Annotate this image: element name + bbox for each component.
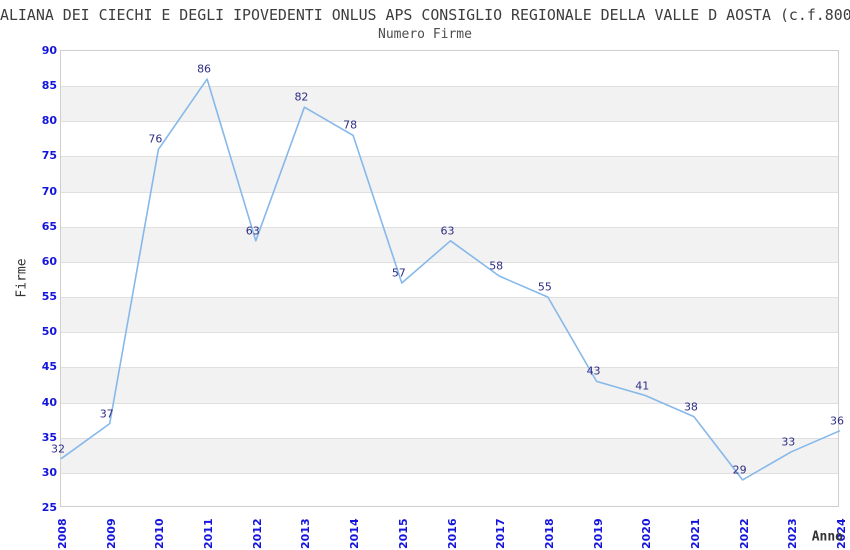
- plot-band: [61, 437, 838, 473]
- data-point-label: 58: [489, 259, 504, 273]
- y-tick-label: 90: [41, 44, 57, 57]
- y-gridline: [61, 402, 838, 404]
- y-tick-label: 25: [41, 501, 57, 514]
- x-tick-label: 2009: [104, 518, 118, 549]
- data-point-label: 78: [343, 118, 358, 132]
- y-gridline: [61, 437, 838, 439]
- x-tick-label: 2015: [396, 518, 410, 549]
- series-line: [60, 78, 841, 481]
- y-gridline: [61, 156, 838, 158]
- x-tick-label: 2017: [494, 518, 508, 549]
- data-point-label: 63: [245, 224, 260, 238]
- plot-band: [61, 367, 838, 403]
- data-point-label: 63: [440, 224, 455, 238]
- data-point-label: 36: [830, 414, 844, 428]
- y-gridline: [61, 191, 838, 193]
- x-tick-label: 2022: [737, 518, 751, 549]
- y-tick-label: 70: [41, 184, 57, 198]
- x-tick-label: 2012: [250, 518, 264, 549]
- y-tick-label: 50: [41, 325, 57, 339]
- y-tick-label: 55: [41, 290, 57, 304]
- y-tick-label: 65: [41, 219, 57, 233]
- y-tick-label: 80: [41, 114, 57, 128]
- x-tick-label: 2023: [786, 518, 800, 549]
- x-tick-label: 2018: [542, 518, 556, 549]
- x-tick-label: 2008: [56, 518, 69, 549]
- chart-subtitle: Numero Firme: [378, 27, 472, 42]
- y-gridline: [61, 472, 838, 474]
- x-tick-label: 2019: [591, 518, 605, 549]
- y-gridline: [61, 261, 838, 263]
- y-tick-label: 35: [41, 430, 57, 444]
- x-tick-label: 2014: [348, 518, 362, 549]
- y-tick-label: 60: [41, 254, 57, 268]
- data-point-label: 32: [51, 442, 65, 456]
- y-gridline: [61, 121, 838, 123]
- x-tick-label: 2021: [688, 518, 702, 549]
- y-axis-title: Firme: [14, 258, 30, 298]
- x-tick-label: 2010: [153, 518, 167, 549]
- data-point-label: 82: [294, 90, 309, 104]
- plot-band: [61, 226, 838, 262]
- plot-band: [61, 156, 838, 192]
- chart-title: ALIANA DEI CIECHI E DEGLI IPOVEDENTI ONL…: [0, 6, 850, 24]
- y-tick-label: 85: [41, 79, 57, 93]
- x-axis-title: Anno: [811, 529, 843, 545]
- y-tick-label: 75: [41, 149, 57, 163]
- y-gridline: [61, 86, 838, 88]
- y-tick-label: 40: [41, 395, 57, 409]
- y-gridline: [61, 332, 838, 334]
- data-point-label: 33: [781, 435, 796, 449]
- y-tick-label: 30: [41, 465, 57, 479]
- data-point-label: 38: [683, 400, 698, 414]
- data-point-label: 76: [148, 132, 163, 146]
- data-point-label: 29: [732, 463, 747, 477]
- y-gridline: [61, 297, 838, 299]
- data-point-label: 57: [391, 266, 406, 280]
- series-line-canvas: [60, 78, 841, 481]
- plot-area: 90 85 80 75 70 65 60 55 50 45 40 35 30 25 2008 2009 2010…: [42, 44, 848, 549]
- data-point-label: 37: [99, 407, 114, 421]
- x-tick-label: 2013: [299, 518, 313, 549]
- y-gridline: [61, 367, 838, 369]
- data-point-label: 43: [586, 364, 601, 378]
- plot-band: [61, 297, 838, 333]
- x-tick-label: 2011: [202, 518, 216, 549]
- x-tick-label: 2016: [445, 518, 459, 549]
- data-point-label: 55: [537, 280, 552, 294]
- data-point-label: 86: [197, 62, 212, 76]
- y-gridline: [61, 226, 838, 228]
- y-tick-label: 45: [41, 360, 57, 374]
- x-tick-label: 2020: [640, 518, 654, 549]
- data-point-label: 41: [635, 379, 650, 392]
